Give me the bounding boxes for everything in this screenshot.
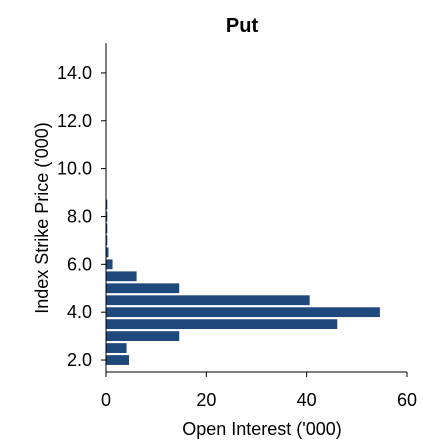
- bar: [106, 343, 127, 353]
- y-axis-label: Index Strike Price ('000): [32, 122, 52, 314]
- x-tick-label: 20: [196, 390, 216, 410]
- y-tick-label: 6.0: [67, 254, 92, 274]
- x-axis-ticks: 0 20 40 60: [101, 372, 417, 410]
- x-tick-label: 0: [101, 390, 111, 410]
- bar: [106, 331, 180, 342]
- y-tick-label: 4.0: [67, 302, 92, 322]
- x-tick-label: 60: [397, 390, 417, 410]
- bar: [106, 223, 108, 234]
- x-tick-label: 40: [297, 390, 317, 410]
- bar: [106, 283, 180, 294]
- bar: [106, 355, 130, 365]
- bar-series: [106, 199, 380, 365]
- bar: [106, 295, 310, 306]
- bar: [106, 211, 108, 222]
- y-tick-label: 2.0: [67, 350, 92, 370]
- bar: [106, 259, 113, 270]
- bar: [106, 319, 338, 330]
- bar: [106, 271, 137, 282]
- y-axis-ticks: 2.0 4.0 6.0 8.0 10.0 12.0 14.0: [57, 63, 106, 370]
- x-axis-label: Open Interest ('000): [182, 419, 342, 439]
- bar: [106, 307, 380, 318]
- chart-title: Put: [226, 15, 259, 37]
- y-tick-label: 12.0: [57, 111, 92, 131]
- y-tick-label: 8.0: [67, 206, 92, 226]
- bar: [106, 199, 108, 210]
- y-tick-label: 10.0: [57, 159, 92, 179]
- bar: [106, 247, 109, 258]
- bar: [106, 235, 108, 246]
- y-tick-label: 14.0: [57, 63, 92, 83]
